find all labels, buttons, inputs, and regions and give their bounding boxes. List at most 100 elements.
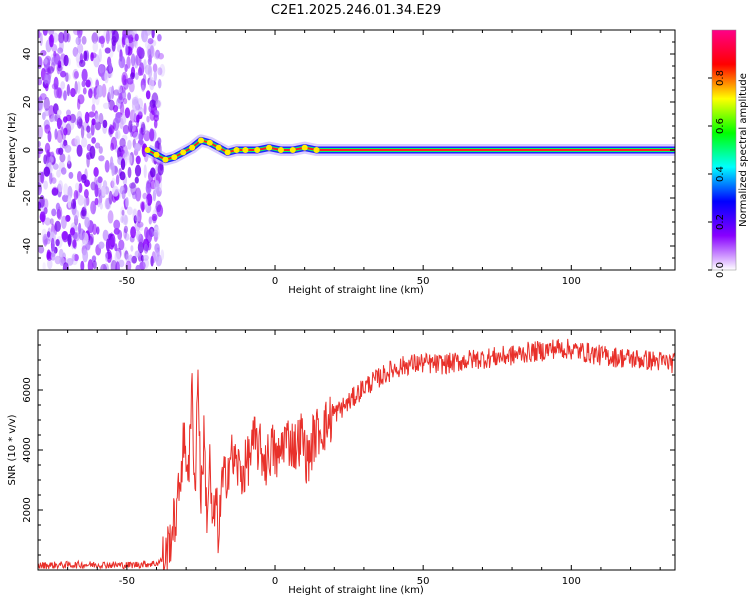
noise-blob	[74, 135, 81, 147]
noise-blob	[81, 206, 87, 217]
noise-blob	[134, 33, 139, 42]
spectrogram-y-tick-label: -20	[22, 190, 33, 206]
noise-blob	[110, 180, 115, 189]
noise-blob	[114, 243, 118, 252]
noise-blob	[76, 110, 83, 123]
noise-blob	[38, 147, 44, 155]
noise-blob	[157, 34, 162, 42]
noise-blob	[89, 145, 96, 159]
noise-blob	[38, 141, 41, 148]
noise-blob	[155, 49, 161, 59]
noise-blob	[123, 225, 128, 234]
noise-blob	[90, 200, 97, 215]
ridge-spot	[153, 151, 160, 158]
noise-blob	[147, 57, 152, 66]
noise-blob	[120, 158, 126, 171]
noise-blob	[72, 239, 77, 249]
noise-blob	[151, 30, 155, 39]
noise-blob	[107, 210, 114, 224]
noise-blob	[124, 64, 128, 73]
noise-blob	[143, 127, 148, 134]
noise-blob	[123, 214, 129, 226]
noise-blob	[128, 254, 133, 263]
noise-blob	[154, 99, 161, 108]
noise-blob	[42, 233, 49, 246]
colorbar-tick-label: 0.8	[715, 70, 726, 86]
noise-blob	[143, 102, 147, 115]
noise-blob	[57, 118, 63, 127]
noise-blob	[69, 113, 77, 124]
noise-blob	[112, 105, 119, 113]
noise-blob	[120, 206, 125, 220]
noise-blob	[128, 154, 133, 165]
noise-blob	[92, 41, 99, 53]
noise-blob	[43, 64, 51, 73]
ridge-spot	[242, 147, 249, 153]
noise-blob	[141, 84, 145, 93]
noise-blob	[106, 249, 112, 263]
noise-blob	[49, 218, 54, 225]
noise-blob	[95, 142, 101, 149]
noise-blob	[113, 219, 121, 230]
noise-blob	[120, 101, 125, 116]
noise-blob	[66, 109, 71, 117]
noise-blob	[111, 162, 115, 177]
noise-blob	[76, 144, 83, 157]
noise-blob	[80, 260, 85, 270]
noise-blob	[91, 118, 96, 126]
noise-blob	[126, 30, 133, 36]
noise-blob	[91, 104, 96, 112]
noise-blob	[78, 118, 83, 127]
snr-panel: -50 0 50 100 2000 4000 6000 Height of straight…	[7, 329, 676, 596]
noise-blob	[130, 53, 136, 67]
snr-x-label: Height of straight line (km)	[288, 585, 424, 596]
noise-blob	[136, 114, 140, 123]
noise-blob	[128, 120, 133, 133]
noise-blob	[51, 177, 57, 184]
noise-blob	[71, 198, 76, 210]
colorbar-gradient	[711, 29, 737, 271]
noise-blob	[104, 70, 109, 84]
noise-blob	[86, 132, 92, 139]
noise-blob	[127, 186, 133, 197]
noise-blob	[66, 84, 71, 97]
noise-blob	[50, 151, 55, 164]
noise-blob	[78, 183, 83, 193]
noise-blob	[96, 187, 102, 197]
noise-blob	[66, 33, 71, 43]
noise-blob	[49, 34, 54, 48]
noise-blob	[38, 99, 44, 110]
noise-blob	[140, 123, 146, 136]
noise-blob	[54, 220, 61, 232]
noise-blob	[126, 77, 134, 85]
noise-blob	[98, 146, 103, 154]
noise-blob	[43, 58, 48, 65]
colorbar-tick-label: 0.4	[715, 166, 726, 182]
ridge-spot	[144, 147, 151, 153]
ridge-spot	[162, 156, 169, 163]
noise-blob	[77, 43, 84, 54]
noise-blob	[118, 239, 125, 251]
noise-blob	[53, 76, 59, 90]
noise-blob	[38, 125, 43, 139]
ridge-spot	[198, 137, 204, 144]
noise-blob	[114, 166, 118, 173]
noise-blob	[150, 255, 154, 267]
noise-blob	[118, 56, 126, 69]
noise-blob	[86, 154, 90, 168]
noise-blob	[126, 206, 133, 216]
figure-title: C2E1.2025.246.01.34.E29	[271, 3, 441, 18]
noise-blob	[105, 251, 108, 262]
noise-blob	[77, 98, 81, 110]
colorbar-tick-label: 0.6	[715, 118, 726, 134]
noise-blob	[143, 59, 147, 70]
noise-blob	[121, 209, 125, 216]
noise-blob	[49, 230, 57, 245]
noise-blob	[134, 215, 140, 222]
noise-blob	[91, 137, 96, 144]
noise-blob	[73, 254, 79, 262]
noise-blob	[125, 37, 129, 47]
noise-blob	[153, 69, 157, 82]
noise-blob	[63, 90, 67, 101]
noise-blob	[94, 197, 99, 206]
